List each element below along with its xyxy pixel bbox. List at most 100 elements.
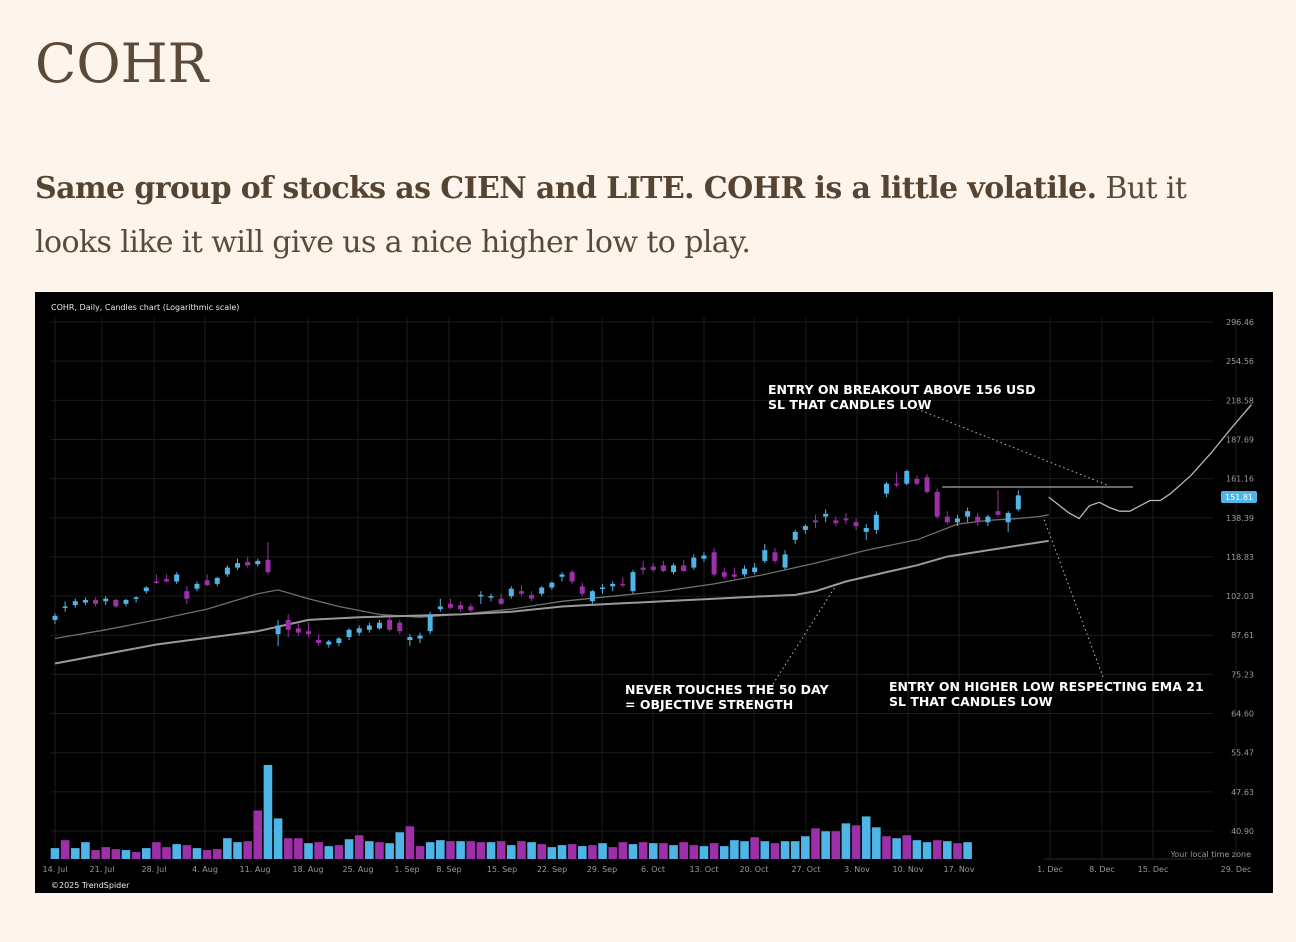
candle-body-down	[285, 619, 291, 630]
candle-body-up	[691, 557, 697, 568]
x-tick-label: 28. Jul	[142, 865, 167, 874]
x-tick-label: 18. Aug	[293, 865, 324, 874]
candle-body-up	[762, 550, 768, 561]
volume-bar-down	[588, 845, 597, 859]
candle-body-down	[944, 516, 950, 523]
candle-body-down	[640, 567, 646, 570]
candle-body-up	[1005, 512, 1011, 523]
x-tick-label: 11. Aug	[240, 865, 271, 874]
volume-bar-up	[141, 848, 151, 859]
volume-bar-up	[172, 844, 181, 859]
y-tick-label: 118.83	[1226, 553, 1254, 562]
candle-body-up	[103, 598, 109, 602]
candle-body-down	[397, 622, 403, 632]
volume-bar-down	[770, 843, 780, 859]
candle-body-down	[447, 603, 453, 608]
volume-bar-down	[334, 845, 344, 859]
candle-body-up	[336, 638, 342, 644]
candle-body-down	[316, 640, 322, 644]
candle-body-up	[376, 622, 382, 629]
volume-bar-down	[537, 844, 547, 859]
candle-body-up	[478, 594, 484, 597]
volume-bar-up	[872, 827, 881, 859]
candle-body-up	[610, 583, 616, 587]
chart-axes: 296.46 254.56 218.58 187.69 161.16 138.39 118.…	[43, 318, 1254, 874]
candle-body-down	[204, 580, 210, 586]
volume-bar-up	[192, 848, 202, 859]
volume-bar-up	[344, 839, 354, 859]
x-tick-label: 21. Jul	[90, 865, 115, 874]
volume-bar-down	[831, 831, 841, 859]
candle-body-down	[894, 483, 900, 486]
volume-bar-up	[598, 843, 607, 859]
volume-bar-up	[425, 842, 435, 859]
candle-body-up	[671, 565, 677, 573]
projection-path	[1048, 404, 1252, 520]
candle-body-up	[488, 596, 494, 598]
candle-body-up	[863, 527, 869, 532]
volume-bar-up	[892, 838, 901, 859]
volume-bar-down	[567, 844, 577, 859]
chart-grid	[51, 317, 1237, 859]
candle-body-down	[721, 572, 727, 577]
candle-body-up	[904, 471, 910, 484]
volume-bar-down	[294, 838, 303, 859]
volume-bar-down	[283, 838, 293, 859]
volume-bar-down	[182, 845, 192, 859]
candle-body-up	[508, 588, 514, 597]
candle-body-up	[782, 554, 788, 568]
candle-body-down	[113, 599, 119, 607]
volume-bar-down	[415, 846, 425, 859]
page-title: COHR	[35, 32, 209, 95]
y-tick-label: 102.03	[1226, 592, 1254, 601]
copyright-label: ©2025 TrendSpider	[51, 881, 130, 890]
candle-body-up	[366, 625, 372, 630]
volume-bar-up	[233, 842, 242, 859]
y-tick-label: 64.60	[1231, 710, 1254, 719]
x-tick-label: 27. Oct	[791, 865, 820, 874]
candle-body-up	[133, 597, 139, 599]
volume-bar-down	[882, 836, 891, 859]
x-tick-label: 20. Oct	[739, 865, 768, 874]
x-tick-label: 29. Sep	[587, 865, 617, 874]
candle-body-down	[914, 478, 920, 484]
candle-body-down	[569, 572, 575, 582]
volume-bar-up	[324, 846, 334, 859]
candle-body-down	[813, 520, 818, 523]
y-tick-label: 75.23	[1231, 670, 1254, 679]
volume-bar-down	[679, 842, 688, 859]
volume-bar-up	[81, 842, 90, 859]
candles	[52, 469, 1021, 648]
leader-50day	[772, 583, 838, 685]
volume-bar-down	[476, 842, 486, 859]
x-tick-label: 1. Sep	[394, 865, 419, 874]
volume-bar-up	[121, 850, 131, 859]
candle-body-up	[630, 572, 636, 592]
intro-bold-text: Same group of stocks as CIEN and LITE. C…	[35, 171, 1097, 206]
candle-body-up	[559, 574, 565, 577]
candle-body-up	[1015, 495, 1021, 510]
candle-body-up	[427, 614, 433, 632]
candle-body-up	[792, 531, 798, 540]
volume-bars	[50, 764, 1213, 860]
candle-body-up	[802, 526, 808, 530]
volume-bar-down	[314, 842, 323, 859]
volume-bar-down	[811, 828, 820, 859]
x-tick-label: 15. Dec	[1138, 865, 1169, 874]
candle-body-up	[214, 577, 220, 584]
chart-svg: 296.46 254.56 218.58 187.69 161.16 138.39 118.…	[35, 292, 1273, 893]
volume-bar-down	[101, 847, 110, 859]
candle-body-down	[579, 586, 585, 594]
x-tick-label: 25. Aug	[343, 865, 374, 874]
volume-bar-up	[963, 842, 972, 859]
volume-bar-up	[801, 836, 810, 859]
last-price-badge	[1221, 491, 1257, 503]
candle-body-up	[965, 511, 971, 517]
candle-body-up	[356, 628, 362, 633]
volume-bar-down	[902, 835, 912, 859]
volume-bar-down	[851, 825, 861, 859]
volume-bar-down	[750, 837, 759, 859]
volume-bar-up	[507, 845, 516, 859]
intro-regular-text: But it looks like it will give us a nice…	[35, 171, 1187, 260]
candle-body-down	[853, 522, 859, 527]
